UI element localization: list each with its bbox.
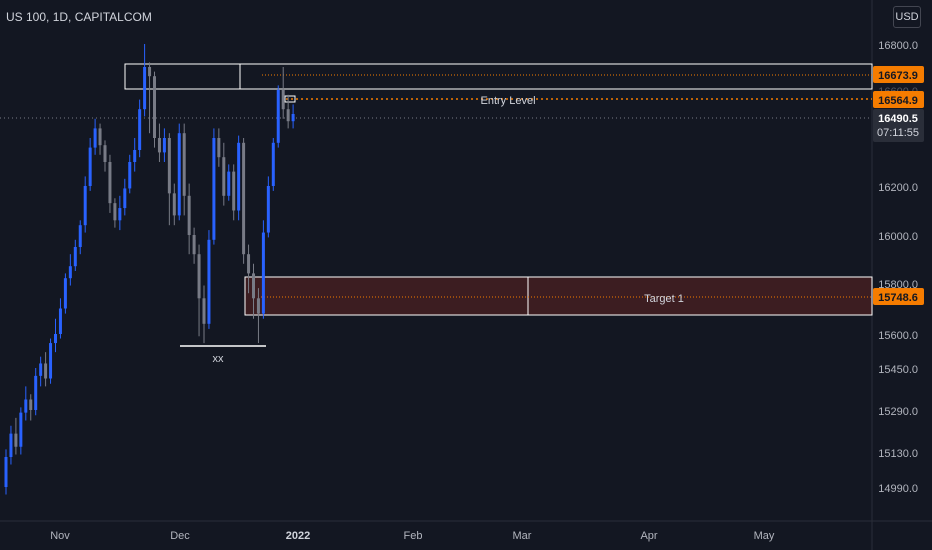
- x-tick: Nov: [50, 530, 70, 542]
- candle-body: [49, 343, 53, 379]
- candle-body: [291, 114, 295, 122]
- candle-body: [58, 308, 62, 334]
- current-price-tag: [873, 109, 924, 142]
- entry-level-price-tag: [873, 91, 924, 108]
- candle-body: [29, 399, 33, 410]
- candle-body: [286, 109, 290, 122]
- candle-body: [217, 138, 221, 158]
- target-zone-box[interactable]: [244, 276, 873, 316]
- candle-body: [157, 138, 161, 153]
- candle-body: [128, 162, 132, 189]
- candle-body: [98, 128, 102, 146]
- candle-body: [103, 145, 107, 162]
- candle-body: [14, 433, 18, 447]
- y-tick: 14990.0: [878, 483, 918, 495]
- target-label: Target 1: [644, 293, 684, 305]
- candle-body: [34, 375, 38, 410]
- x-tick: Apr: [640, 530, 657, 542]
- candle-body: [266, 186, 270, 233]
- symbol-title[interactable]: US 100, 1D, CAPITALCOM: [6, 10, 152, 24]
- candle-body: [44, 363, 48, 379]
- y-tick: 15450.0: [878, 364, 918, 376]
- candle-body: [162, 138, 166, 153]
- price-axis[interactable]: 16800.0 16600.0 16200.0 16000.0 15800.0 …: [878, 40, 918, 495]
- candle-body: [237, 142, 241, 211]
- candle-body: [88, 147, 92, 186]
- candle-body: [108, 162, 112, 204]
- target-price-text: 15748.6: [878, 292, 918, 304]
- candle-body: [242, 142, 246, 255]
- candle-body: [118, 208, 122, 221]
- x-tick: May: [754, 530, 775, 542]
- upper-zone-box[interactable]: [124, 63, 873, 90]
- upper-level-price-tag: [873, 66, 924, 83]
- candle-body: [197, 254, 201, 299]
- candle-body: [93, 128, 97, 148]
- currency-button[interactable]: USD: [893, 6, 921, 28]
- candle-body: [227, 171, 231, 196]
- candle-body: [143, 67, 147, 110]
- candle-body: [247, 254, 251, 274]
- x-tick: Dec: [170, 530, 190, 542]
- candle-body: [138, 109, 142, 150]
- candle-body: [148, 67, 152, 77]
- candle-body: [83, 186, 87, 226]
- y-tick: 15130.0: [878, 448, 918, 460]
- y-tick: 16200.0: [878, 182, 918, 194]
- candle-body: [182, 133, 186, 196]
- candle-body: [54, 334, 57, 344]
- bar-countdown-text: 07:11:55: [877, 127, 919, 139]
- candle-body: [212, 138, 216, 240]
- candle-body: [73, 247, 77, 267]
- candle-body: [133, 150, 137, 162]
- candle-body: [68, 266, 72, 279]
- upper-level-price-text: 16673.9: [878, 70, 918, 82]
- candle-body: [63, 278, 67, 309]
- candle-body: [19, 412, 23, 447]
- candles-group: [4, 44, 295, 495]
- y-tick: 16800.0: [878, 40, 918, 52]
- x-tick: 2022: [286, 530, 310, 542]
- candle-body: [78, 225, 82, 247]
- y-tick: 15600.0: [878, 330, 918, 342]
- candle-body: [172, 193, 176, 216]
- entry-level-label: Entry Level: [480, 95, 535, 107]
- current-price-text: 16490.5: [878, 113, 918, 125]
- candle-body: [276, 90, 280, 143]
- x-tick: Mar: [513, 530, 532, 542]
- support-label: xx: [213, 353, 225, 365]
- candle-body: [256, 298, 260, 314]
- entry-marker-box[interactable]: [284, 95, 296, 103]
- candle-body: [167, 138, 171, 194]
- candle-body: [113, 203, 117, 221]
- y-tick: 15290.0: [878, 406, 918, 418]
- candle-body: [39, 363, 43, 376]
- candle-body: [4, 457, 8, 487]
- x-tick: Feb: [404, 530, 423, 542]
- time-axis[interactable]: Nov Dec 2022 Feb Mar Apr May: [50, 530, 775, 542]
- entry-level-price-text: 16564.9: [878, 95, 918, 107]
- candle-body: [24, 399, 28, 413]
- candle-body: [222, 157, 226, 196]
- candle-body: [192, 235, 196, 255]
- candle-body: [9, 433, 13, 457]
- candle-body: [123, 188, 127, 209]
- candle-body: [207, 239, 211, 324]
- candle-body: [177, 133, 181, 216]
- y-tick: 16000.0: [878, 231, 918, 243]
- target-price-tag: [873, 288, 924, 305]
- candle-body: [252, 273, 255, 299]
- candle-body: [202, 298, 206, 324]
- candle-body: [261, 232, 265, 314]
- candle-body: [232, 171, 236, 211]
- candle-body: [271, 142, 275, 186]
- candle-body: [187, 195, 191, 235]
- candle-body: [281, 90, 285, 110]
- candle-body: [153, 76, 156, 138]
